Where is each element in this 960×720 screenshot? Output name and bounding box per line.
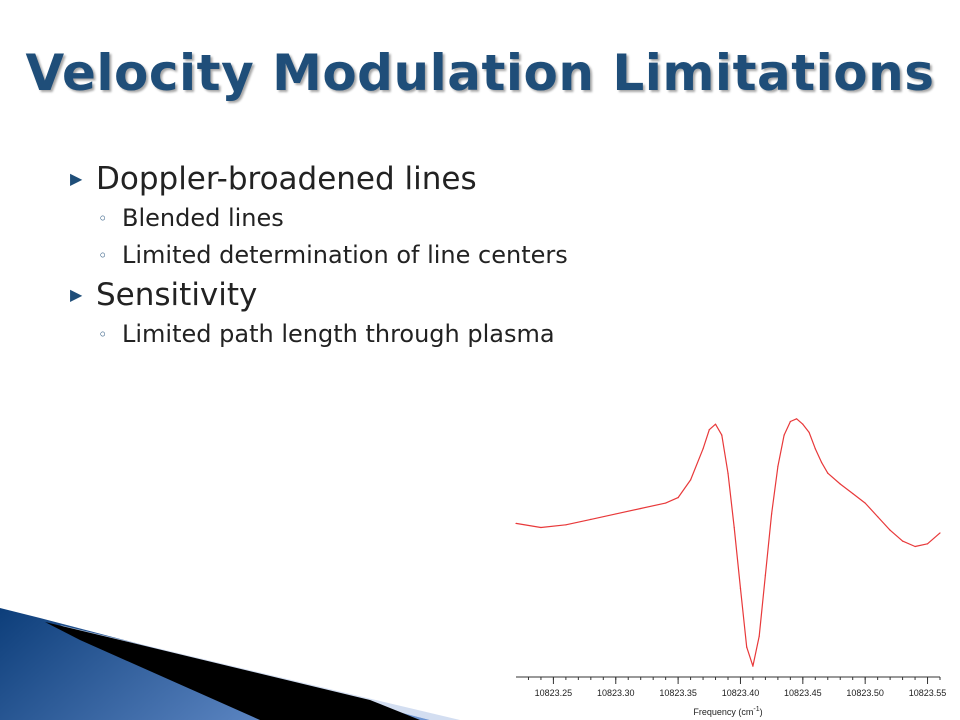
data-point bbox=[727, 472, 729, 474]
data-point bbox=[677, 497, 679, 499]
sub-bullet-item: ◦ Limited determination of line centers bbox=[70, 237, 830, 274]
data-point bbox=[939, 532, 941, 534]
data-point bbox=[746, 646, 748, 648]
x-tick-label: 10823.50 bbox=[846, 688, 884, 698]
data-point bbox=[777, 465, 779, 467]
data-point bbox=[590, 518, 592, 520]
data-point bbox=[702, 448, 704, 450]
sub-bullet-text: Blended lines bbox=[122, 204, 284, 232]
data-point bbox=[615, 513, 617, 515]
data-point bbox=[771, 513, 773, 515]
x-tick-label: 10823.35 bbox=[659, 688, 697, 698]
data-point bbox=[839, 483, 841, 485]
data-point bbox=[758, 635, 760, 637]
black-swoosh bbox=[45, 622, 420, 720]
bullet-text: Doppler-broadened lines bbox=[96, 161, 477, 197]
circle-icon: ◦ bbox=[98, 246, 108, 265]
x-axis-label-suffix: ) bbox=[760, 707, 763, 717]
data-point bbox=[808, 431, 810, 433]
x-axis-label: Frequency (cm-1) bbox=[693, 706, 762, 717]
data-point bbox=[708, 429, 710, 431]
data-point bbox=[665, 502, 667, 504]
bullet-text: Sensitivity bbox=[96, 277, 258, 313]
light-swoosh bbox=[60, 625, 460, 720]
data-point bbox=[515, 522, 517, 525]
data-point bbox=[721, 434, 723, 436]
data-point bbox=[852, 492, 854, 495]
data-point bbox=[733, 526, 735, 529]
data-point bbox=[820, 461, 823, 463]
data-point bbox=[901, 540, 904, 542]
data-point bbox=[802, 423, 804, 425]
triangle-right-icon: ▶ bbox=[70, 169, 83, 188]
sub-bullet-text: Limited determination of line centers bbox=[122, 241, 568, 269]
data-point bbox=[640, 507, 642, 510]
x-axis-label-superscript: -1 bbox=[753, 706, 759, 713]
data-point bbox=[540, 526, 542, 529]
bullet-item: ▶ Sensitivity bbox=[70, 274, 830, 316]
data-point bbox=[714, 423, 717, 425]
data-point bbox=[689, 479, 692, 481]
data-point bbox=[889, 529, 891, 531]
data-point bbox=[864, 502, 866, 504]
sub-bullet-item: ◦ Limited path length through plasma bbox=[70, 316, 830, 353]
data-point bbox=[789, 420, 791, 423]
circle-icon: ◦ bbox=[98, 209, 108, 228]
data-point bbox=[752, 665, 754, 667]
slide-title: Velocity Modulation Limitations bbox=[25, 44, 935, 102]
data-point bbox=[565, 524, 567, 526]
sub-bullet-text: Limited path length through plasma bbox=[122, 320, 555, 348]
data-point bbox=[764, 574, 767, 576]
circle-icon: ◦ bbox=[98, 325, 108, 344]
x-tick-label: 10823.40 bbox=[722, 688, 760, 698]
data-point bbox=[914, 545, 916, 548]
x-tick-label: 10823.25 bbox=[535, 688, 573, 698]
data-point bbox=[783, 434, 785, 436]
data-point bbox=[795, 418, 798, 420]
data-point bbox=[827, 472, 829, 474]
data-point bbox=[926, 543, 929, 545]
triangle-right-icon: ▶ bbox=[70, 285, 83, 304]
data-point bbox=[739, 588, 742, 590]
x-tick-label: 10823.55 bbox=[909, 688, 947, 698]
spectrum-chart: 10823.25 10823.30 10823.35 10823.40 10823.45… bbox=[515, 418, 947, 717]
data-point bbox=[814, 448, 816, 450]
bullet-list: ▶ Doppler-broadened lines ◦ Blended line… bbox=[70, 158, 830, 353]
x-tick-label: 10823.30 bbox=[597, 688, 635, 698]
spectrum-line bbox=[515, 418, 941, 667]
bullet-item: ▶ Doppler-broadened lines bbox=[70, 158, 830, 200]
x-tick-label: 10823.45 bbox=[784, 688, 822, 698]
sub-bullet-item: ◦ Blended lines bbox=[70, 200, 830, 237]
data-point bbox=[877, 516, 879, 518]
